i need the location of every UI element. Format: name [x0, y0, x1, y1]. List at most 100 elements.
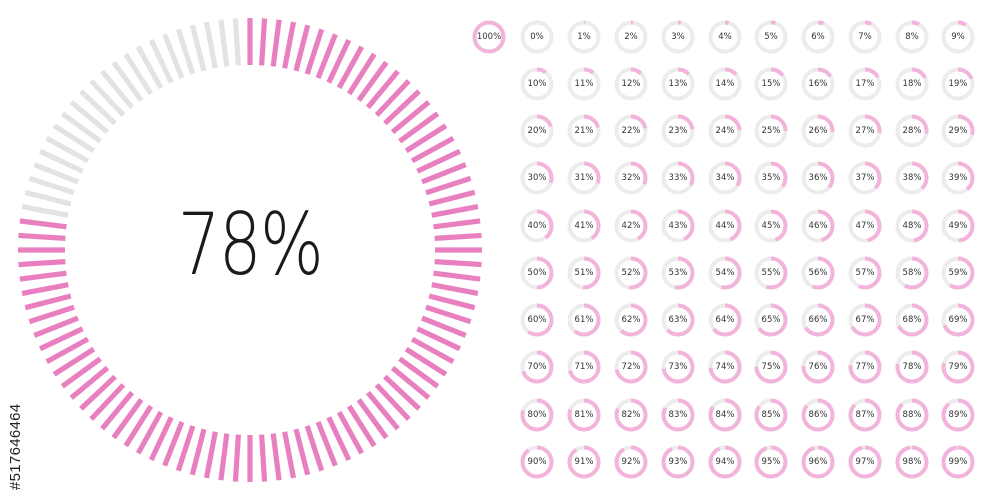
- mini-gauge: 11%: [567, 67, 601, 101]
- main-gauge-ring: [18, 18, 482, 482]
- mini-gauge-fill: [661, 350, 695, 384]
- mini-gauge-label: 90%: [528, 457, 547, 467]
- mini-gauge-label: 22%: [622, 126, 641, 136]
- main-gauge-segment: [383, 374, 421, 411]
- main-gauge-segment: [390, 100, 431, 135]
- mini-gauge-label: 62%: [622, 315, 641, 325]
- mini-gauge-label: 3%: [671, 32, 685, 42]
- mini-gauge-fill: [895, 114, 929, 148]
- mini-gauge: 26%: [801, 114, 835, 148]
- main-gauge-segment: [356, 60, 389, 102]
- mini-gauge-fill: [614, 209, 648, 243]
- mini-gauge: 44%: [708, 209, 742, 243]
- mini-gauge-fill: [848, 114, 882, 148]
- mini-gauge-fill: [520, 209, 554, 243]
- mini-gauge-label: 53%: [669, 268, 688, 278]
- mini-gauge-fill: [708, 445, 742, 479]
- mini-gauge: 33%: [661, 161, 695, 195]
- mini-gauge-label: 78%: [903, 362, 922, 372]
- mini-gauge: 60%: [520, 303, 554, 337]
- mini-gauge-label: 15%: [762, 79, 781, 89]
- mini-gauge: 37%: [848, 161, 882, 195]
- mini-gauge: 46%: [801, 209, 835, 243]
- mini-gauge-label: 75%: [762, 362, 781, 372]
- mini-gauge-fill: [472, 20, 506, 54]
- mini-gauge-label: 17%: [856, 79, 875, 89]
- main-gauge-segment: [218, 19, 230, 67]
- mini-gauge: 55%: [754, 256, 788, 290]
- mini-gauge-fill: [520, 114, 554, 148]
- mini-gauge: 38%: [895, 161, 929, 195]
- mini-gauge-label: 48%: [903, 221, 922, 231]
- main-gauge-segment: [304, 425, 325, 472]
- mini-gauge: 30%: [520, 161, 554, 195]
- mini-gauge: 66%: [801, 303, 835, 337]
- mini-gauge-label: 10%: [528, 79, 547, 89]
- mini-gauge: 39%: [941, 161, 975, 195]
- main-gauge-segment: [336, 45, 365, 90]
- mini-gauge-fill: [941, 398, 975, 432]
- mini-gauge: 72%: [614, 350, 648, 384]
- main-gauge-segment: [374, 79, 411, 117]
- mini-gauge-fill: [708, 350, 742, 384]
- main-gauge-segment: [111, 398, 144, 440]
- mini-gauge: 95%: [754, 445, 788, 479]
- mini-gauge-fill: [708, 67, 742, 101]
- mini-gauge-label: 87%: [856, 410, 875, 420]
- mini-gauge: 50%: [520, 256, 554, 290]
- mini-gauge-fill: [848, 445, 882, 479]
- mini-gauge-label: 39%: [949, 173, 968, 183]
- mini-gauge: 91%: [567, 445, 601, 479]
- main-gauge-segment: [33, 315, 79, 338]
- mini-gauge-label: 59%: [949, 268, 968, 278]
- main-gauge-segment: [148, 416, 174, 462]
- mini-gauge: 79%: [941, 350, 975, 384]
- mini-gauge-fill: [801, 209, 835, 243]
- main-gauge-segment: [24, 189, 72, 207]
- mini-gauge-fill: [801, 20, 835, 54]
- main-gauge-segment: [390, 365, 431, 400]
- main-gauge-segment: [434, 232, 482, 241]
- mini-gauge-label: 2%: [624, 32, 638, 42]
- mini-gauge: 57%: [848, 256, 882, 290]
- mini-gauge-fill: [661, 161, 695, 195]
- main-gauge-segment: [28, 304, 75, 325]
- mini-gauge: 52%: [614, 256, 648, 290]
- mini-gauge-label: 13%: [669, 79, 688, 89]
- mini-gauge-label: 57%: [856, 268, 875, 278]
- main-gauge-segment: [398, 356, 440, 389]
- mini-gauge-label: 4%: [718, 32, 732, 42]
- mini-gauge: 86%: [801, 398, 835, 432]
- mini-gauge-fill: [567, 350, 601, 384]
- mini-gauge-fill: [801, 445, 835, 479]
- mini-gauge: 5%: [754, 20, 788, 54]
- mini-gauge-fill: [520, 445, 554, 479]
- mini-gauge-label: 24%: [716, 126, 735, 136]
- mini-gauge-label: 33%: [669, 173, 688, 183]
- mini-gauge-fill: [941, 209, 975, 243]
- mini-gauge-label: 95%: [762, 457, 781, 467]
- mini-gauge-fill: [754, 209, 788, 243]
- mini-gauge-fill: [848, 161, 882, 195]
- mini-gauge: 65%: [754, 303, 788, 337]
- mini-gauge-fill: [895, 303, 929, 337]
- mini-gauge: 73%: [661, 350, 695, 384]
- mini-gauge-label: 12%: [622, 79, 641, 89]
- main-gauge-segment: [410, 135, 455, 164]
- mini-gauge-label: 71%: [575, 362, 594, 372]
- mini-gauge-label: 46%: [809, 221, 828, 231]
- mini-gauge-fill: [614, 445, 648, 479]
- main-gauge-segment: [175, 28, 196, 75]
- mini-gauge: 96%: [801, 445, 835, 479]
- main-gauge-segment: [21, 282, 69, 297]
- mini-gauge-fill: [661, 114, 695, 148]
- main-gauge-segment: [383, 89, 421, 126]
- mini-gauge-fill: [614, 67, 648, 101]
- mini-gauge-fill: [708, 209, 742, 243]
- main-gauge-segment: [315, 421, 338, 467]
- mini-gauge-label: 54%: [716, 268, 735, 278]
- mini-gauge-fill: [848, 350, 882, 384]
- main-gauge-segment: [21, 203, 69, 218]
- mini-gauge-fill: [567, 209, 601, 243]
- mini-gauge-label: 11%: [575, 79, 594, 89]
